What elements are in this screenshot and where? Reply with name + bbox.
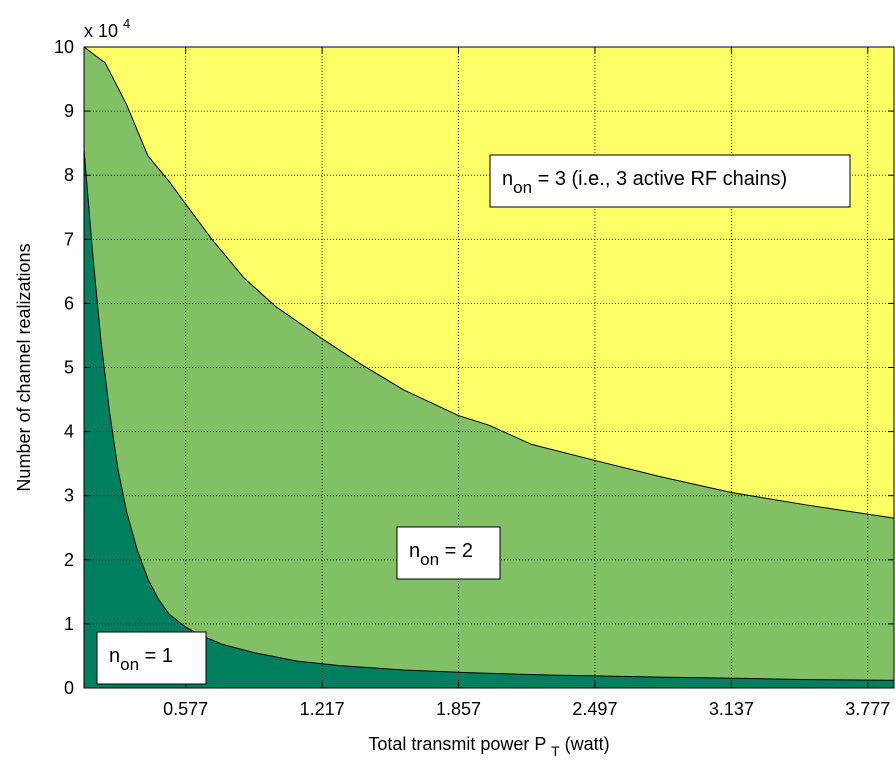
y-tick-label: 3 xyxy=(64,486,74,506)
y-tick-label: 9 xyxy=(64,101,74,121)
x-tick-labels: 0.577 1.217 1.857 2.497 3.137 3.777 xyxy=(163,699,890,719)
annotation-text-main: n xyxy=(109,645,120,667)
annotation-box xyxy=(489,154,851,208)
x-axis-label-main: Total transmit power P xyxy=(368,734,546,754)
y-multiplier-base: x 10 xyxy=(84,21,118,41)
annotation-text-main: n xyxy=(409,540,420,562)
annotation-text-suffix: = 3 (i.e., 3 active RF chains) xyxy=(532,168,787,190)
annotation-box xyxy=(96,631,207,685)
tick-marks xyxy=(84,46,894,689)
annotations: non = 3 (i.e., 3 active RF chains)non = … xyxy=(96,154,851,685)
y-tick-label: 8 xyxy=(64,165,74,185)
annotation-non2: non = 2 xyxy=(396,526,501,580)
annotation-non3: non = 3 (i.e., 3 active RF chains) xyxy=(489,154,851,208)
annotation-text-subscript: on xyxy=(513,178,532,197)
boundary-line-non2 xyxy=(83,46,895,519)
x-tick-label: 0.577 xyxy=(163,699,208,719)
annotation-text-subscript: on xyxy=(420,550,439,569)
y-tick-label: 1 xyxy=(64,614,74,634)
annotation-text: non = 2 xyxy=(409,540,473,569)
x-tick-label: 1.217 xyxy=(300,699,345,719)
y-tick-label: 0 xyxy=(64,678,74,698)
annotation-text-main: n xyxy=(502,168,513,190)
x-tick-label: 2.497 xyxy=(572,699,617,719)
annotation-non1: non = 1 xyxy=(96,631,207,685)
x-axis-label-subscript: T xyxy=(551,743,560,759)
y-tick-label: 5 xyxy=(64,358,74,378)
x-axis-label-suffix: (watt) xyxy=(565,734,610,754)
x-tick-label: 3.777 xyxy=(845,699,890,719)
annotation-text-suffix: = 1 xyxy=(139,645,173,667)
annotation-text-suffix: = 2 xyxy=(439,540,473,562)
y-tick-label: 2 xyxy=(64,550,74,570)
x-tick-label: 3.137 xyxy=(709,699,754,719)
annotation-text: non = 3 (i.e., 3 active RF chains) xyxy=(502,168,787,197)
y-tick-label: 7 xyxy=(64,229,74,249)
y-tick-label: 10 xyxy=(54,37,74,57)
annotation-text: non = 1 xyxy=(109,645,173,674)
annotation-text-subscript: on xyxy=(120,655,139,674)
y-tick-label: 6 xyxy=(64,293,74,313)
y-tick-labels: 0 1 2 3 4 5 6 7 8 9 10 xyxy=(54,37,74,698)
y-axis-label: Number of channel realizations xyxy=(14,243,34,491)
x-tick-label: 1.857 xyxy=(436,699,481,719)
area-series-non2 xyxy=(84,47,894,688)
annotation-box xyxy=(396,526,501,580)
y-tick-label: 4 xyxy=(64,422,74,442)
y-multiplier-label: x 10 4 xyxy=(84,16,130,41)
x-axis-label: Total transmit power P T (watt) xyxy=(368,734,609,760)
y-multiplier-exponent: 4 xyxy=(123,16,130,31)
grid-lines xyxy=(84,47,894,688)
